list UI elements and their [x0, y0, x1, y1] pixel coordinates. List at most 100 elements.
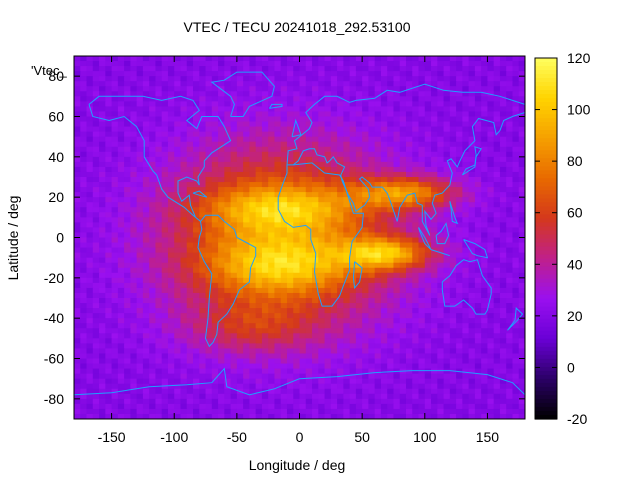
heatmap-cell	[518, 96, 525, 102]
heatmap-cell	[493, 212, 501, 218]
heatmap-cell	[193, 303, 200, 309]
heatmap-cell	[280, 343, 288, 350]
heatmap-cell	[312, 141, 319, 148]
heatmap-cell	[161, 116, 169, 123]
heatmap-cell	[124, 267, 131, 274]
heatmap-cell	[117, 257, 125, 264]
heatmap-cell	[468, 282, 476, 289]
heatmap-cell	[468, 272, 476, 279]
heatmap-cell	[368, 287, 376, 294]
heatmap-cell	[74, 56, 81, 62]
heatmap-cell	[506, 121, 514, 128]
heatmap-cell	[418, 313, 426, 319]
heatmap-cell	[362, 197, 369, 203]
heatmap-cell	[117, 156, 125, 163]
heatmap-cell	[74, 232, 81, 239]
heatmap-cell	[481, 156, 489, 163]
heatmap-cell	[355, 257, 363, 264]
heatmap-cell	[255, 358, 263, 365]
heatmap-cell	[230, 393, 238, 400]
heatmap-cell	[174, 121, 182, 128]
heatmap-cell	[418, 136, 426, 143]
heatmap-cell	[343, 373, 351, 380]
heatmap-cell	[424, 202, 432, 208]
heatmap-cell	[499, 111, 507, 118]
heatmap-cell	[274, 328, 282, 334]
heatmap-cell	[155, 267, 163, 274]
heatmap-cell	[142, 192, 150, 198]
heatmap-cell	[343, 338, 351, 344]
heatmap-cell	[456, 272, 463, 279]
heatmap-cell	[218, 207, 225, 213]
heatmap-cell	[86, 338, 94, 344]
heatmap-cell	[305, 116, 313, 123]
heatmap-cell	[324, 292, 332, 299]
heatmap-cell	[211, 227, 219, 234]
heatmap-cell	[149, 91, 157, 97]
heatmap-cell	[136, 383, 144, 390]
heatmap-cell	[518, 272, 525, 279]
heatmap-cell	[293, 383, 301, 390]
heatmap-cell	[405, 146, 413, 153]
heatmap-cell	[167, 287, 175, 294]
heatmap-cell	[487, 343, 495, 350]
heatmap-cell	[387, 177, 395, 183]
heatmap-cell	[224, 81, 232, 87]
heatmap-cell	[368, 61, 376, 67]
heatmap-cell	[518, 378, 525, 385]
heatmap-cell	[149, 338, 157, 344]
heatmap-cell	[136, 116, 144, 123]
heatmap-cell	[312, 267, 319, 274]
heatmap-cell	[318, 161, 326, 168]
heatmap-cell	[362, 171, 369, 178]
heatmap-cell	[368, 56, 376, 62]
heatmap-cell	[99, 363, 106, 370]
heatmap-cell	[424, 272, 432, 279]
heatmap-cell	[80, 81, 88, 87]
heatmap-cell	[437, 313, 445, 319]
heatmap-cell	[124, 202, 131, 208]
heatmap-cell	[299, 383, 307, 390]
heatmap-cell	[380, 358, 388, 365]
heatmap-cell	[405, 353, 413, 360]
heatmap-cell	[117, 202, 125, 208]
heatmap-cell	[299, 202, 307, 208]
heatmap-cell	[86, 171, 94, 178]
heatmap-cell	[274, 363, 282, 370]
heatmap-cell	[462, 71, 470, 77]
heatmap-cell	[305, 86, 313, 92]
heatmap-cell	[211, 318, 219, 324]
heatmap-cell	[243, 292, 250, 299]
heatmap-cell	[493, 353, 501, 360]
heatmap-cell	[111, 242, 119, 249]
heatmap-cell	[362, 257, 369, 264]
heatmap-cell	[330, 151, 338, 158]
heatmap-cell	[286, 232, 294, 239]
heatmap-cell	[512, 76, 520, 82]
heatmap-cell	[424, 61, 432, 67]
heatmap-cell	[205, 182, 213, 188]
heatmap-cell	[99, 197, 106, 203]
heatmap-cell	[236, 403, 244, 410]
heatmap-cell	[412, 61, 420, 67]
heatmap-cell	[211, 202, 219, 208]
heatmap-cell	[330, 166, 338, 173]
heatmap-cell	[161, 182, 169, 188]
heatmap-cell	[380, 106, 388, 113]
heatmap-cell	[193, 368, 200, 375]
heatmap-cell	[474, 287, 482, 294]
heatmap-cell	[224, 116, 232, 123]
heatmap-cell	[368, 368, 376, 375]
heatmap-cell	[387, 61, 395, 67]
heatmap-cell	[99, 177, 106, 183]
heatmap-cell	[318, 81, 326, 87]
heatmap-cell	[437, 56, 445, 62]
heatmap-cell	[124, 192, 131, 198]
heatmap-cell	[412, 368, 420, 375]
heatmap-cell	[167, 373, 175, 380]
heatmap-cell	[499, 222, 507, 229]
heatmap-cell	[399, 126, 407, 133]
heatmap-cell	[205, 348, 213, 355]
heatmap-cell	[155, 212, 163, 218]
heatmap-cell	[186, 126, 194, 133]
